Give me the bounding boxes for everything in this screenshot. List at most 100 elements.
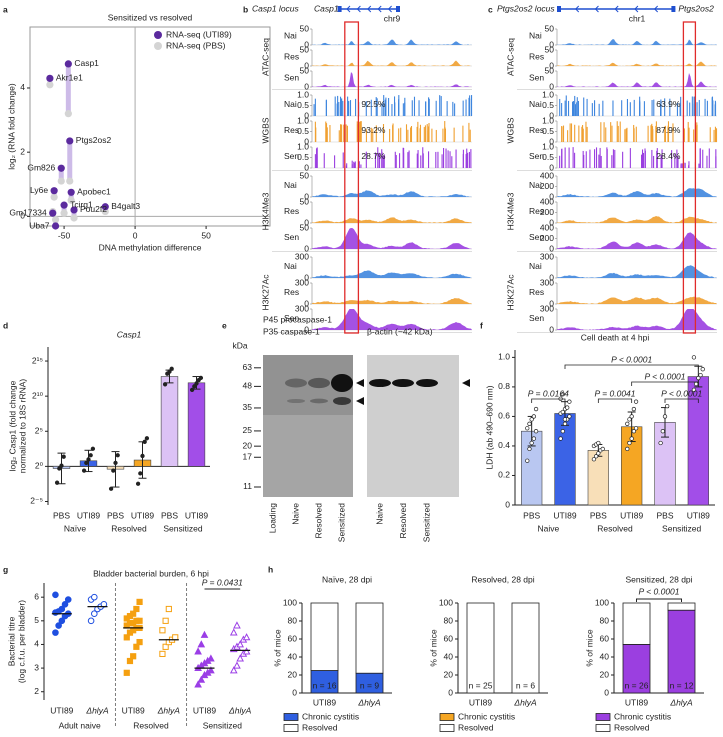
gene-exon — [671, 6, 676, 12]
y-axis-label: % of mice — [584, 629, 594, 667]
track-tick-label: 300 — [540, 277, 554, 287]
y-tick-label: 20 — [288, 669, 298, 679]
x-tick-label: UTI89 — [77, 510, 100, 520]
x-tick-label: UTI89 — [122, 705, 145, 715]
signal-track — [557, 309, 717, 330]
track-tick-label: 200 — [540, 181, 554, 191]
y-tick-label: 6 — [34, 591, 39, 601]
track-tick-label: 50 — [300, 44, 310, 54]
methylation-label: 87.9% — [656, 125, 681, 135]
y-tick-label: 80 — [444, 615, 454, 625]
legend-label: Resolved — [458, 722, 494, 732]
x-tick-label: UTI89 — [131, 510, 154, 520]
significance-bracket — [597, 398, 633, 403]
y-tick-label: 40 — [288, 651, 298, 661]
signal-track — [557, 265, 717, 278]
gene-exon — [337, 6, 342, 12]
assay-label: ATAC-seq — [505, 38, 515, 76]
y-axis-label: % of mice — [272, 629, 282, 667]
n-label: n = 16 — [313, 680, 337, 690]
signal-track — [312, 72, 472, 87]
data-point — [54, 480, 60, 485]
signal-track — [557, 39, 717, 45]
y-tick-label: 40 — [600, 651, 610, 661]
data-point — [558, 436, 563, 441]
gene-arrow — [377, 5, 382, 13]
point-label: Apobec1 — [77, 187, 111, 197]
track-tick-label: 0 — [304, 324, 309, 334]
data-point — [130, 653, 137, 660]
point-label: Gm826 — [27, 162, 55, 172]
locus-label: Ptgs2os2 locus — [497, 3, 555, 13]
blot-band — [308, 377, 330, 389]
point — [50, 187, 58, 195]
x-tick-label: PBS — [161, 510, 178, 520]
x-tick-label: UTI89 — [185, 510, 208, 520]
assay-label: H3K4Me3 — [505, 192, 515, 230]
data-point — [197, 640, 206, 648]
p-value-label: P = 0.0164 — [528, 388, 569, 398]
data-point — [111, 468, 116, 473]
condition-label: Nai — [284, 30, 297, 40]
track-tick-label: 0 — [549, 272, 554, 282]
data-point — [242, 647, 251, 655]
blot-band — [285, 378, 307, 388]
lane-label: Sensitized — [336, 503, 346, 542]
x-tick-label: PBS — [53, 510, 70, 520]
data-point — [665, 403, 670, 409]
track-tick-label: 0 — [549, 81, 554, 91]
track-tick-label: 0 — [304, 39, 309, 49]
condition-label: Res — [529, 287, 544, 297]
track-tick-label: 0 — [304, 81, 309, 91]
data-point — [531, 436, 537, 441]
y-tick-label: 60 — [288, 633, 298, 643]
gene-arrow — [367, 5, 372, 13]
point — [64, 60, 72, 68]
data-point — [113, 460, 118, 466]
y-tick-label: 100 — [595, 597, 609, 607]
x-tick-label: UTI89 — [193, 705, 216, 715]
data-point — [693, 381, 699, 387]
band-arrow — [356, 397, 364, 405]
legend-label: RNA-seq (PBS) — [166, 40, 226, 50]
point — [60, 209, 68, 217]
band-arrow — [462, 379, 470, 387]
data-point — [135, 481, 141, 486]
track-tick-label: 400 — [540, 222, 554, 232]
bar-segment — [511, 602, 540, 694]
track-tick-label: 0.5 — [297, 100, 309, 110]
track-tick-label: 1.0 — [297, 115, 309, 125]
legend-label: Chronic cystitis — [302, 711, 359, 721]
data-point — [629, 436, 634, 441]
gene-label: Ptgs2os2 — [678, 3, 714, 13]
signal-track — [312, 217, 472, 223]
legend-label: RNA-seq (UTI89) — [166, 29, 232, 39]
point — [57, 164, 65, 172]
y-tick-label: 0.4 — [498, 440, 510, 450]
y-tick-label: 80 — [600, 615, 610, 625]
y-tick-label: 0.6 — [498, 411, 510, 421]
highlight-box — [344, 21, 360, 334]
data-point — [696, 375, 701, 381]
data-point — [123, 669, 130, 676]
n-label: n = 25 — [469, 680, 493, 690]
condition-label: Res — [529, 206, 544, 216]
y-tick-label: 4 — [20, 82, 25, 92]
signal-track — [312, 190, 472, 197]
lane-label: Naive — [374, 503, 384, 525]
y-tick-label: 0 — [20, 211, 25, 221]
y-axis-label: log₂ (RNA fold change) — [6, 83, 16, 170]
track-tick-label: 0 — [549, 191, 554, 201]
point-label: Ptgs2os2 — [76, 135, 112, 145]
condition-label: Sen — [529, 232, 544, 242]
condition-label: Res — [529, 125, 544, 135]
legend-marker — [154, 31, 162, 39]
bar-segment — [622, 644, 651, 694]
panel-label: b — [243, 4, 248, 14]
methylation-label: 28.4% — [656, 151, 681, 161]
bar — [587, 450, 609, 506]
track-tick-label: 50 — [545, 23, 555, 33]
data-point — [567, 414, 572, 419]
